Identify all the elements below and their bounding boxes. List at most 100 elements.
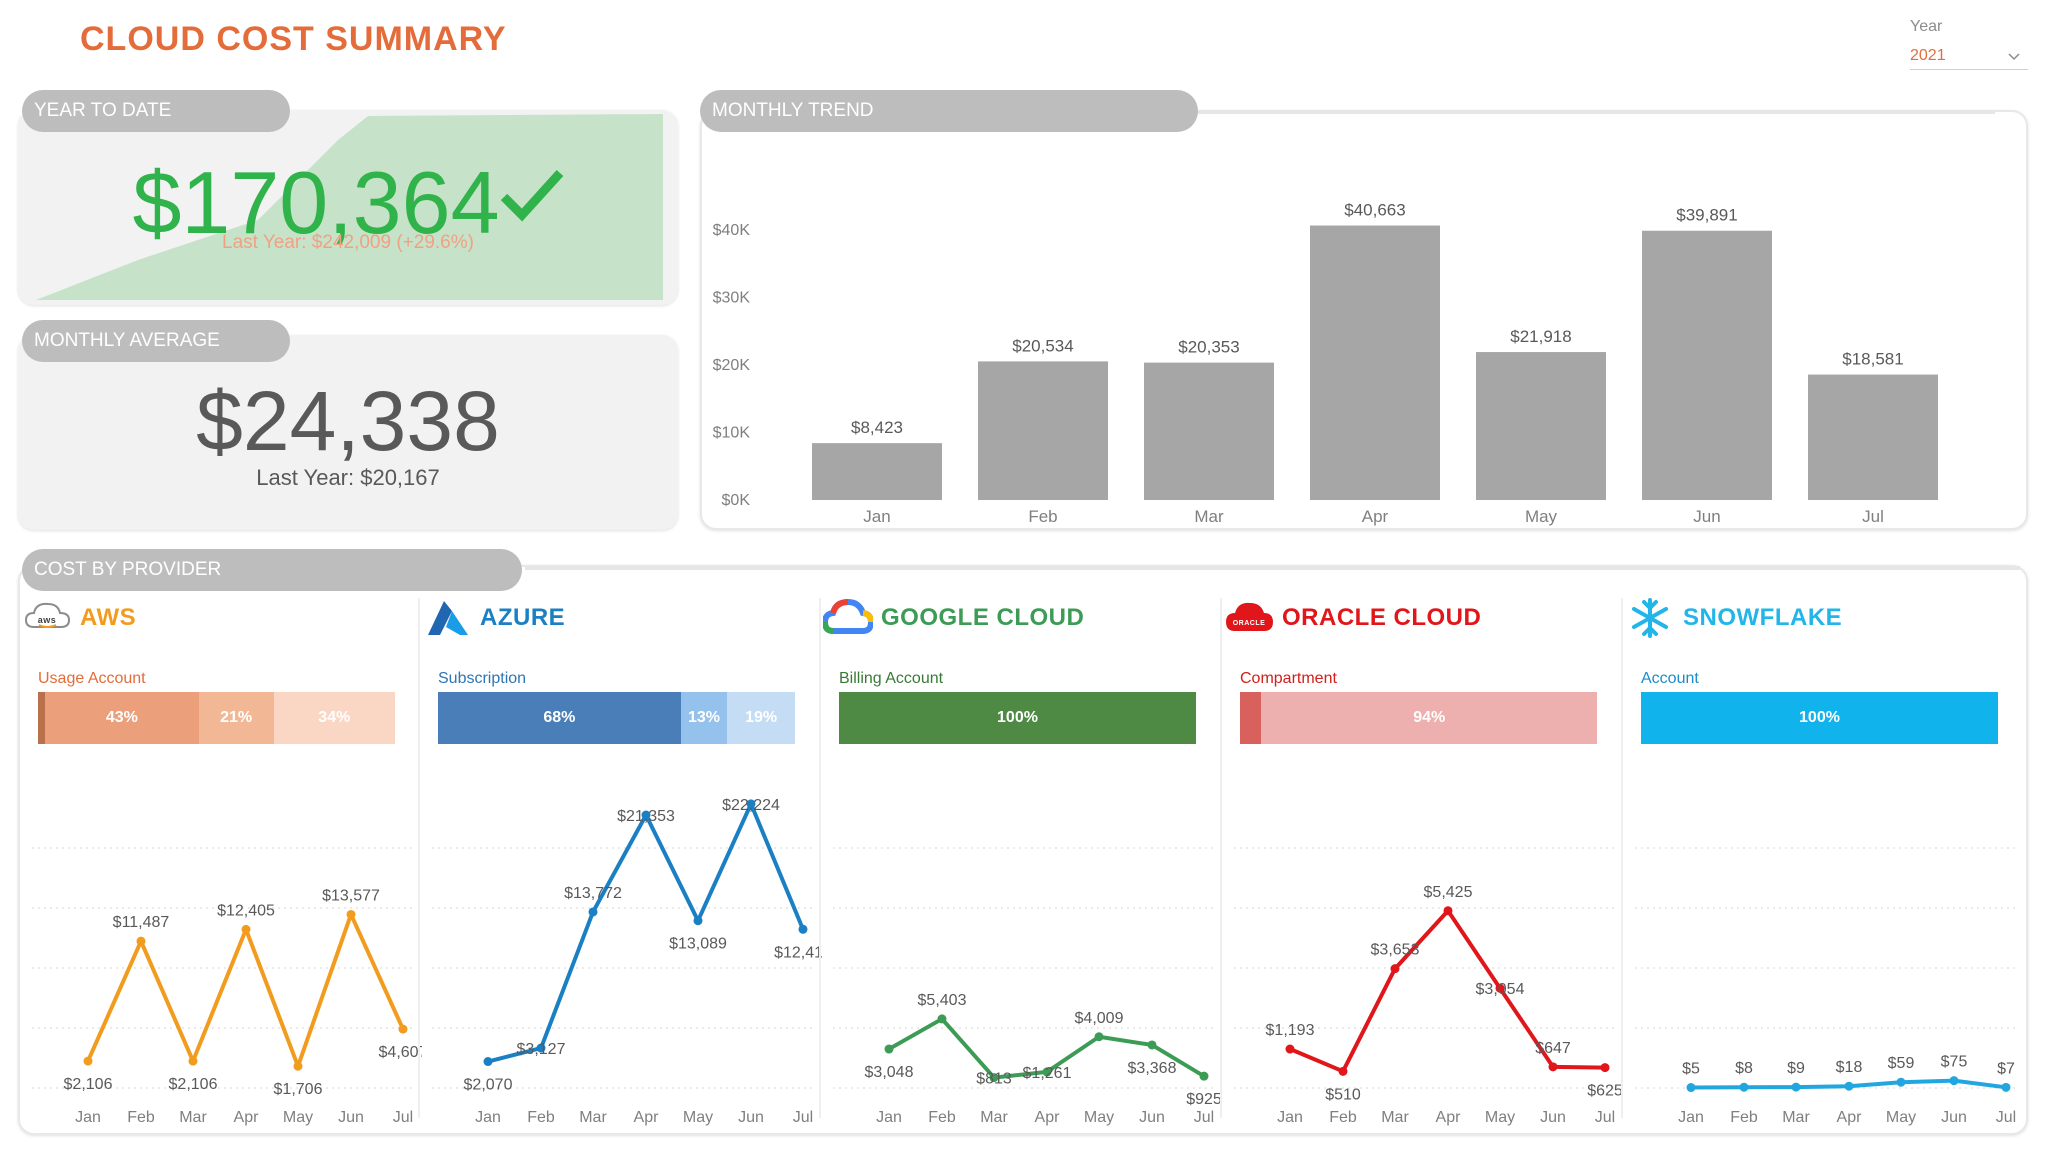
data-label: $5,403 xyxy=(918,992,967,1009)
data-point[interactable] xyxy=(241,924,251,934)
data-label: $9 xyxy=(1787,1060,1805,1077)
data-point[interactable] xyxy=(588,907,598,917)
data-point[interactable] xyxy=(536,1043,546,1053)
data-point[interactable] xyxy=(2001,1082,2011,1092)
data-point[interactable] xyxy=(1147,1040,1157,1050)
x-tick-label: Feb xyxy=(127,1109,155,1126)
data-point[interactable] xyxy=(1338,1066,1348,1076)
data-point[interactable] xyxy=(1094,1032,1104,1042)
provider-header: GOOGLE CLOUD xyxy=(823,596,1084,640)
bar-feb[interactable] xyxy=(978,361,1108,500)
data-label: $7 xyxy=(1997,1060,2015,1077)
data-label: $11,487 xyxy=(113,914,170,931)
ytd-value: $170,364 xyxy=(18,152,678,254)
x-tick-label: Jun xyxy=(1139,1109,1165,1126)
year-dropdown-value: 2021 xyxy=(1910,46,1946,64)
x-tick-label: May xyxy=(1886,1109,1916,1126)
svg-text:aws: aws xyxy=(38,615,57,625)
breakdown-bar: 100% xyxy=(1641,692,1998,744)
bar-may[interactable] xyxy=(1476,352,1606,500)
bar-value-label: $21,918 xyxy=(1510,327,1571,346)
x-tick-label: Jun xyxy=(1941,1109,1967,1126)
monthly-trend-chart: $0K $10K $20K $30K $40K $8,423 Jan $20,534 Feb $2… xyxy=(713,201,1938,526)
x-tick-label: Mar xyxy=(1381,1109,1409,1126)
breakdown-segment[interactable]: 100% xyxy=(839,692,1196,744)
data-point[interactable] xyxy=(1042,1067,1052,1077)
data-point[interactable] xyxy=(1686,1083,1696,1093)
provider-header: AZURE xyxy=(422,596,565,640)
data-point[interactable] xyxy=(989,1073,999,1083)
breakdown-bar: 94% xyxy=(1240,692,1597,744)
breakdown-segment[interactable]: 43% xyxy=(45,692,199,744)
bar-jul[interactable] xyxy=(1808,374,1938,500)
breakdown-segment[interactable]: 21% xyxy=(198,692,274,744)
data-point[interactable] xyxy=(1791,1082,1801,1092)
data-point[interactable] xyxy=(398,1024,408,1034)
data-point[interactable] xyxy=(1739,1082,1749,1092)
data-point[interactable] xyxy=(693,916,703,926)
data-point[interactable] xyxy=(798,924,808,934)
data-point[interactable] xyxy=(136,936,146,946)
breakdown-segment[interactable]: 19% xyxy=(727,692,795,744)
data-label: $1,193 xyxy=(1266,1022,1315,1039)
bar-value-label: $20,534 xyxy=(1012,336,1073,355)
bar-value-label: $20,353 xyxy=(1178,338,1239,357)
data-point[interactable] xyxy=(1443,906,1453,916)
data-point[interactable] xyxy=(746,799,756,809)
data-point[interactable] xyxy=(1896,1077,1906,1087)
data-point[interactable] xyxy=(1199,1071,1209,1081)
provider-name: GOOGLE CLOUD xyxy=(881,604,1085,631)
data-label: $510 xyxy=(1325,1086,1361,1103)
data-label: $1,261 xyxy=(1023,1065,1072,1082)
data-point[interactable] xyxy=(346,909,356,919)
data-point[interactable] xyxy=(937,1014,947,1024)
data-point[interactable] xyxy=(483,1057,493,1067)
y-tick-label: $40K xyxy=(713,222,751,239)
year-dropdown[interactable]: 2021 xyxy=(1910,42,2028,70)
data-point[interactable] xyxy=(1844,1081,1854,1091)
breakdown-segment[interactable]: 13% xyxy=(680,692,728,744)
data-point[interactable] xyxy=(1285,1044,1295,1054)
breakdown-segment[interactable]: 68% xyxy=(438,692,681,744)
data-point[interactable] xyxy=(641,810,651,820)
provider-azure: AZURE Subscription 68% 13% 19% $2,070 Jan $3,12… xyxy=(418,588,822,1128)
data-point[interactable] xyxy=(1949,1076,1959,1086)
x-tick-label: Feb xyxy=(527,1109,555,1126)
x-tick-label: Apr xyxy=(634,1109,660,1126)
breakdown-segment[interactable]: 94% xyxy=(1261,692,1597,744)
breakdown-segment[interactable]: 100% xyxy=(1641,692,1998,744)
data-label: $13,089 xyxy=(669,936,727,953)
data-label: $21,353 xyxy=(617,808,675,825)
bar-jan[interactable] xyxy=(812,443,942,500)
bar-mar[interactable] xyxy=(1144,362,1274,500)
data-point[interactable] xyxy=(293,1061,303,1071)
data-point[interactable] xyxy=(83,1056,93,1066)
provider-line-chart: $2,070 Jan $3,127 Feb $13,772 Mar $21,353 Apr $1… xyxy=(432,797,822,1126)
data-point[interactable] xyxy=(1548,1062,1558,1072)
x-tick-label: Apr xyxy=(1035,1109,1061,1126)
data-point[interactable] xyxy=(1495,983,1505,993)
x-tick-label: Jul xyxy=(793,1109,813,1126)
breakdown-segment[interactable]: 34% xyxy=(273,692,395,744)
data-label: $3,127 xyxy=(517,1041,566,1058)
data-point[interactable] xyxy=(884,1044,894,1054)
x-tick-label: Apr xyxy=(1436,1109,1462,1126)
breakdown-segment[interactable] xyxy=(38,692,46,744)
monthly-average-last-year: Last Year: $20,167 xyxy=(256,465,440,490)
bar-value-label: $40,663 xyxy=(1344,201,1405,220)
x-tick-label: Jun xyxy=(1693,507,1720,526)
azure-logo-icon xyxy=(428,601,468,635)
snowflake-icon xyxy=(1632,598,1668,638)
ytd-last-year: Last Year: $242,009 (+29.6%) xyxy=(222,232,474,253)
data-point[interactable] xyxy=(188,1056,198,1066)
x-tick-label: Jul xyxy=(1595,1109,1615,1126)
data-point[interactable] xyxy=(1600,1063,1610,1073)
bar-apr[interactable] xyxy=(1310,225,1440,500)
data-point[interactable] xyxy=(1390,964,1400,974)
breakdown-segment[interactable] xyxy=(1240,692,1262,744)
y-tick-label: $10K xyxy=(713,425,751,442)
data-label: $18 xyxy=(1836,1059,1863,1076)
data-label: $5,425 xyxy=(1424,884,1473,901)
bar-jun[interactable] xyxy=(1642,230,1772,500)
provider-aws: aws AWS Usage Account 43% 21% 34% $2,106 Jan $11… xyxy=(22,588,422,1128)
